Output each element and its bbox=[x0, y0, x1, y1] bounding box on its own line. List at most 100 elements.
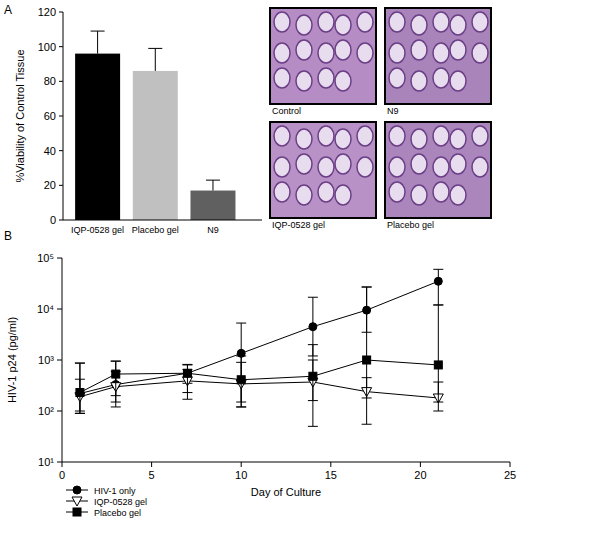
legend-marker bbox=[73, 486, 81, 494]
y-axis-label: %Viability of Control Tissue bbox=[14, 49, 26, 182]
tissue-crypt bbox=[472, 126, 488, 146]
tissue-crypt bbox=[274, 157, 290, 177]
tissue-crypt bbox=[274, 68, 290, 88]
marker bbox=[112, 370, 120, 378]
error-bar bbox=[362, 287, 372, 398]
tissue-crypt bbox=[433, 68, 449, 88]
tissue-crypt bbox=[472, 43, 488, 63]
micrograph-frame bbox=[270, 8, 376, 104]
micrograph-image bbox=[270, 122, 376, 218]
error-cap bbox=[182, 364, 192, 365]
tissue-crypt bbox=[318, 126, 334, 146]
error-cap bbox=[75, 363, 85, 364]
y-tick bbox=[59, 81, 63, 82]
error-cap bbox=[111, 361, 121, 362]
error-cap bbox=[362, 287, 372, 288]
marker bbox=[309, 323, 317, 331]
marker bbox=[237, 376, 245, 384]
y-tick-label: 0 bbox=[50, 214, 56, 226]
error-cap bbox=[433, 269, 443, 270]
error-cap bbox=[182, 364, 192, 365]
legend-entry: IQP-0528 gel bbox=[66, 497, 147, 507]
y-tick-label: 10⁵ bbox=[37, 252, 54, 264]
tissue-crypt bbox=[357, 12, 373, 32]
error-cap bbox=[111, 402, 121, 403]
legend-label: HIV-1 only bbox=[94, 486, 136, 496]
tissue-crypt bbox=[450, 15, 466, 35]
bar bbox=[190, 191, 235, 220]
tissue-crypt bbox=[433, 157, 449, 177]
y-tick bbox=[59, 220, 63, 221]
panel-label: A bbox=[4, 3, 12, 17]
y-tick bbox=[59, 150, 63, 151]
error-cap bbox=[75, 411, 85, 412]
tissue-crypt bbox=[433, 43, 449, 63]
micrograph bbox=[270, 8, 376, 104]
error-cap bbox=[75, 363, 85, 364]
error-bar bbox=[111, 361, 121, 396]
tissue-crypt bbox=[296, 40, 312, 60]
error-cap bbox=[75, 413, 85, 414]
y-tick bbox=[59, 116, 63, 117]
plot-area bbox=[75, 269, 443, 426]
y-tick-label: 10³ bbox=[38, 354, 54, 366]
micrograph-image bbox=[270, 8, 376, 104]
legend-label: Placebo gel bbox=[94, 508, 141, 518]
tissue-crypt bbox=[296, 71, 312, 91]
tissue-crypt bbox=[472, 157, 488, 177]
tissue-crypt bbox=[411, 40, 427, 60]
error-bar bbox=[433, 305, 443, 402]
line-chart: 10¹10²10³10⁴10⁵0510152025Day of CultureH… bbox=[6, 252, 516, 518]
marker bbox=[76, 390, 84, 398]
x-tick bbox=[420, 462, 421, 467]
x-axis bbox=[63, 220, 262, 221]
y-tick-label: 40 bbox=[44, 145, 56, 157]
micrograph-label: IQP-0528 gel bbox=[272, 220, 325, 230]
error-cap bbox=[206, 180, 220, 181]
marker bbox=[434, 277, 442, 285]
tissue-crypt bbox=[389, 157, 405, 177]
series-line bbox=[80, 281, 438, 393]
tissue-crypt bbox=[274, 12, 290, 32]
error-cap bbox=[236, 323, 246, 324]
micrograph bbox=[385, 8, 491, 104]
error-bar bbox=[75, 363, 85, 411]
tissue-crypt bbox=[335, 40, 351, 60]
tissue-crypt bbox=[296, 154, 312, 174]
marker bbox=[237, 349, 245, 357]
y-tick bbox=[57, 411, 62, 412]
error-cap bbox=[111, 395, 121, 396]
tissue-crypt bbox=[433, 126, 449, 146]
x-axis-label: Day of Culture bbox=[251, 486, 321, 498]
micrograph-label: N9 bbox=[387, 106, 399, 116]
tissue-crypt bbox=[357, 43, 373, 63]
error-bar bbox=[236, 323, 246, 407]
y-tick bbox=[57, 462, 62, 463]
panel-label: B bbox=[4, 229, 12, 243]
tissue-crypt bbox=[274, 182, 290, 202]
error-cap bbox=[433, 402, 443, 403]
error-cap bbox=[308, 344, 318, 345]
micrograph bbox=[385, 122, 491, 218]
plot-area bbox=[75, 31, 235, 220]
error-cap bbox=[75, 413, 85, 414]
micrograph-label: Placebo gel bbox=[387, 220, 434, 230]
tissue-crypt bbox=[389, 12, 405, 32]
tissue-crypt bbox=[472, 12, 488, 32]
x-tick bbox=[62, 462, 63, 467]
tissue-crypt bbox=[335, 129, 351, 149]
error-line bbox=[79, 363, 80, 411]
tissue-crypt bbox=[318, 68, 334, 88]
tissue-crypt bbox=[433, 12, 449, 32]
error-cap bbox=[362, 397, 372, 398]
tissue-crypt bbox=[318, 12, 334, 32]
error-line bbox=[155, 48, 156, 71]
y-tick-label: 10² bbox=[38, 405, 54, 417]
y-tick-label: 100 bbox=[38, 41, 56, 53]
error-bar bbox=[433, 269, 443, 305]
error-bar bbox=[182, 365, 192, 399]
tissue-crypt bbox=[357, 126, 373, 146]
marker bbox=[183, 369, 191, 377]
error-cap bbox=[236, 406, 246, 407]
error-cap bbox=[308, 426, 318, 427]
